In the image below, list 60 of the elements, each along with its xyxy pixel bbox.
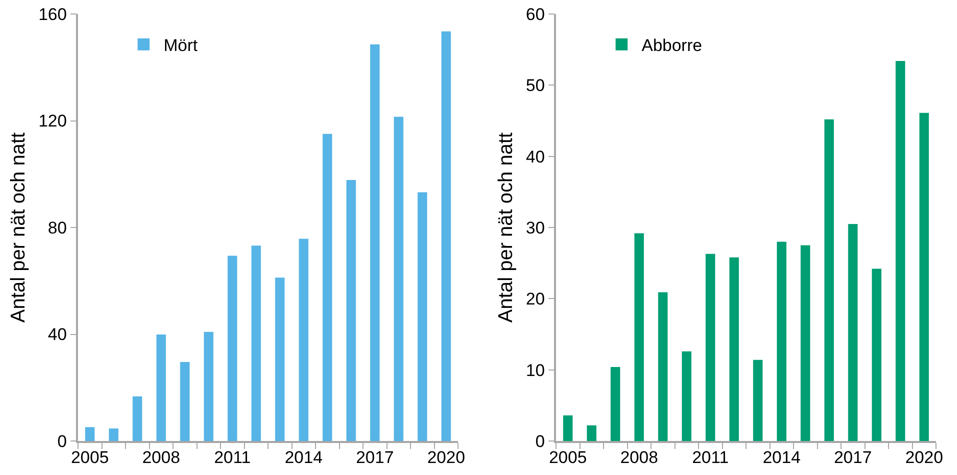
y-tick-label: 60 <box>526 4 545 24</box>
y-tick-label: 50 <box>526 76 545 96</box>
y-tick-label: 0 <box>57 432 67 451</box>
y-tick-label: 80 <box>48 218 67 238</box>
bar <box>896 60 906 441</box>
y-tick-label: 0 <box>535 432 545 451</box>
x-tick-label: 2017 <box>356 448 394 468</box>
x-tick-label: 2020 <box>427 448 466 468</box>
x-tick-label: 2011 <box>692 448 729 468</box>
bar <box>753 360 763 441</box>
bar <box>729 257 739 441</box>
y-tick-label: 120 <box>38 112 67 131</box>
bar <box>800 245 810 441</box>
y-tick-label: 40 <box>48 325 67 344</box>
y-tick-label: 20 <box>526 290 545 309</box>
bar <box>228 256 238 441</box>
bar <box>251 246 261 441</box>
x-tick-label: 2017 <box>834 448 872 468</box>
y-tick-label: 160 <box>38 4 67 24</box>
bar <box>848 224 858 441</box>
bar <box>156 334 166 441</box>
bar <box>706 254 716 441</box>
y-axis-title: Antal per nät och natt <box>7 132 30 323</box>
y-axis-title: Antal per nät och natt <box>494 132 517 323</box>
bar <box>682 351 692 441</box>
bar <box>776 242 786 441</box>
bar <box>132 396 142 441</box>
y-tick-label: 30 <box>526 218 545 238</box>
bar <box>394 116 404 441</box>
y-tick-label: 10 <box>526 360 545 380</box>
bar <box>586 425 596 441</box>
x-tick-label: 2020 <box>905 448 944 468</box>
x-tick-label: 2005 <box>70 448 109 468</box>
bar <box>85 427 95 441</box>
legend-label: Mört <box>164 36 198 55</box>
y-tick-label: 40 <box>526 147 545 166</box>
x-tick-label: 2014 <box>284 448 323 468</box>
bar <box>441 31 451 441</box>
bar <box>204 332 214 441</box>
bar <box>322 134 332 441</box>
bar <box>180 362 190 441</box>
bar <box>872 268 882 441</box>
bar <box>275 278 285 441</box>
bar <box>370 44 380 441</box>
x-tick-label: 2005 <box>548 448 587 468</box>
bar <box>658 292 668 441</box>
x-tick-label: 2008 <box>142 448 180 468</box>
bar <box>108 428 118 441</box>
bar <box>418 192 428 441</box>
bar <box>346 180 356 441</box>
bar <box>634 233 644 441</box>
bar <box>610 366 620 441</box>
x-tick-label: 2011 <box>214 448 251 468</box>
bar <box>298 238 308 441</box>
bar <box>919 112 929 441</box>
bar <box>563 415 573 441</box>
legend-label: Abborre <box>642 36 702 55</box>
x-tick-label: 2008 <box>620 448 658 468</box>
x-tick-label: 2014 <box>762 448 801 468</box>
bar <box>824 119 834 441</box>
